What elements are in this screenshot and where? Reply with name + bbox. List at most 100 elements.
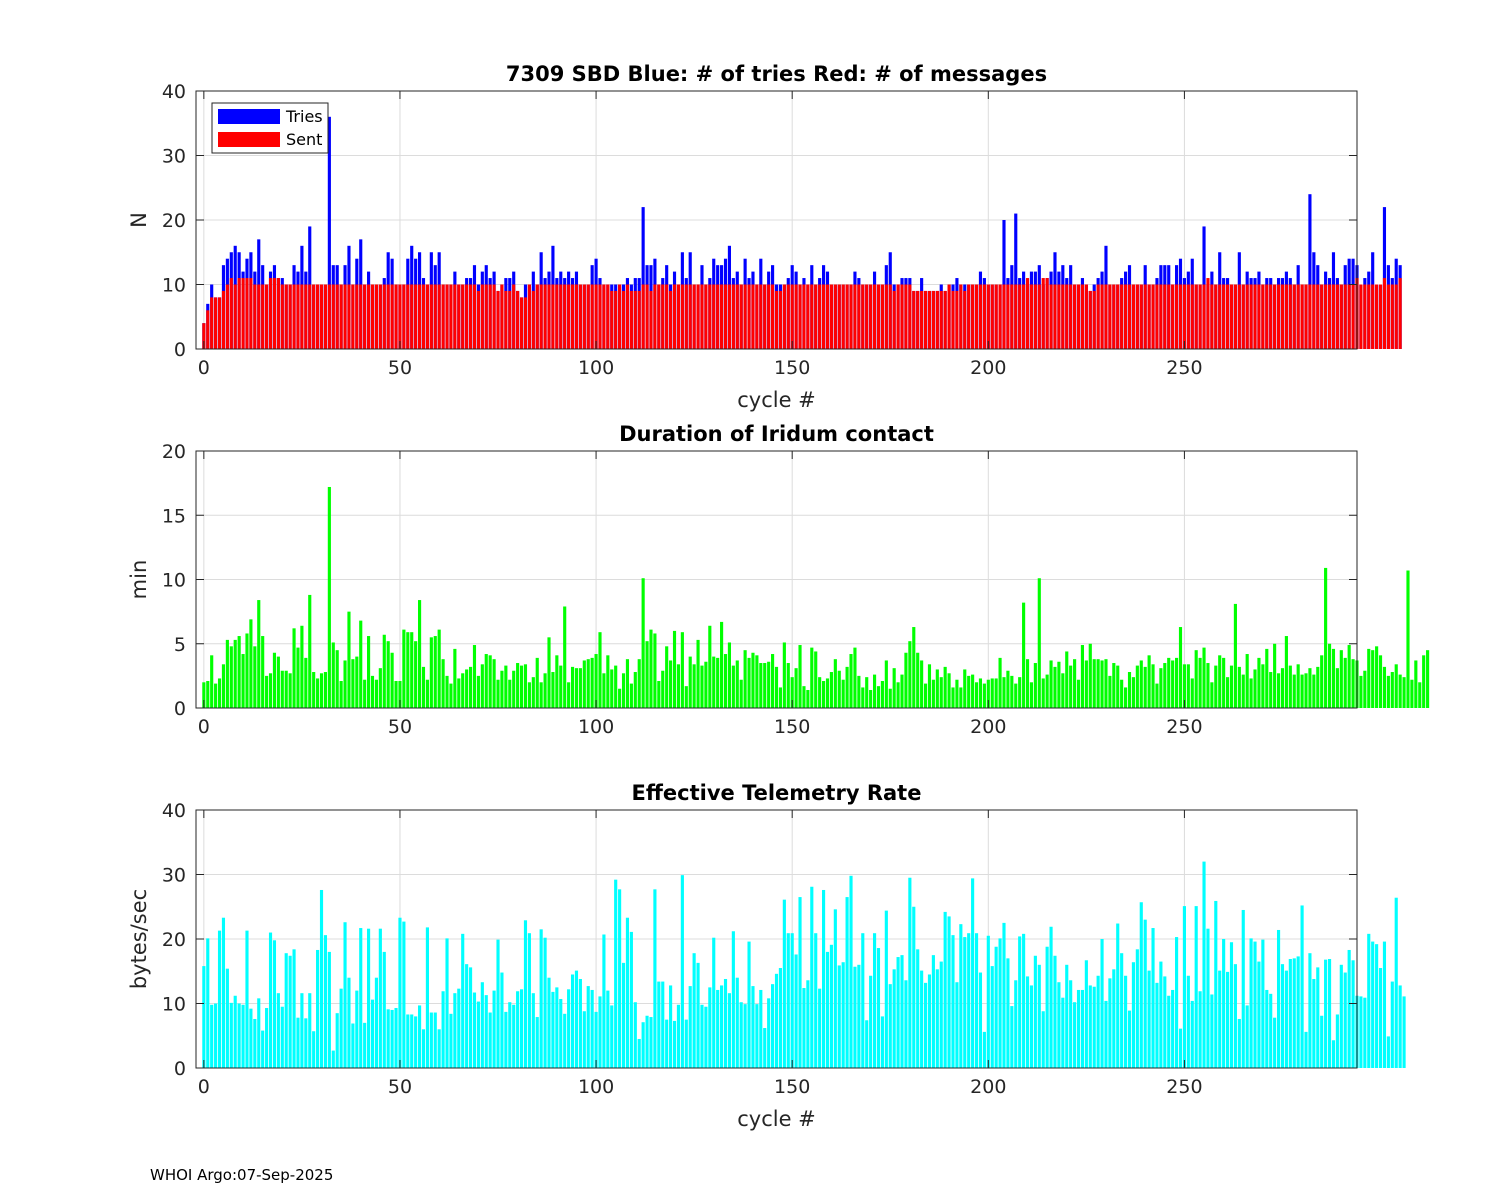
bar (280, 284, 284, 349)
bar (1280, 964, 1285, 1068)
bar (923, 683, 928, 708)
bar (665, 284, 669, 349)
bar (472, 992, 477, 1068)
bar (535, 657, 539, 708)
bar (829, 672, 833, 708)
bar (923, 982, 928, 1068)
bar (963, 937, 967, 1068)
x-axis-label: cycle # (737, 388, 816, 412)
bar (567, 682, 571, 708)
bar (1327, 959, 1332, 1068)
bar (1257, 284, 1261, 349)
bar (1202, 861, 1206, 1068)
bar (1261, 284, 1265, 349)
bar (508, 290, 512, 349)
legend: Tries Sent (211, 102, 329, 154)
bar (645, 1015, 649, 1068)
bar (214, 683, 218, 708)
bar (257, 600, 261, 708)
bar (629, 290, 633, 349)
bar (555, 987, 559, 1069)
bar (1312, 978, 1316, 1068)
bar (347, 611, 351, 709)
bar (669, 660, 673, 708)
bar (210, 297, 214, 349)
bar (841, 679, 845, 708)
bar (1351, 960, 1355, 1068)
bar (1418, 682, 1422, 708)
bar (684, 686, 688, 708)
bar (1226, 971, 1230, 1068)
bar (461, 933, 465, 1068)
bar (480, 982, 484, 1068)
bar (661, 670, 665, 708)
chart-title: 7309 SBD Blue: # of tries Red: # of mess… (506, 62, 1047, 86)
bar (570, 284, 575, 349)
bar (1010, 675, 1014, 709)
bar (1049, 660, 1053, 708)
bar (731, 931, 735, 1068)
bar (288, 955, 292, 1068)
bar (531, 993, 535, 1068)
bar (312, 1031, 316, 1068)
bar (406, 632, 410, 708)
y-tick-label: 0 (174, 339, 186, 361)
bar (1257, 657, 1261, 708)
bar (367, 284, 371, 349)
bar (1280, 668, 1285, 708)
bar (951, 290, 955, 349)
bar (1316, 666, 1320, 708)
bar (1061, 997, 1065, 1068)
bar (1088, 290, 1092, 349)
bar (865, 1020, 869, 1068)
bar (1163, 663, 1167, 708)
bar (743, 284, 747, 349)
bar (861, 933, 865, 1068)
bar (504, 290, 508, 349)
bar (614, 290, 618, 349)
bar (680, 875, 684, 1068)
bar (221, 664, 226, 708)
bar (1163, 284, 1167, 349)
bar (641, 1022, 645, 1068)
bar (747, 284, 751, 349)
bar (849, 654, 853, 708)
bar (1335, 284, 1339, 349)
bar (1163, 976, 1167, 1068)
bar (276, 278, 280, 349)
bar (257, 998, 261, 1068)
bar (798, 284, 802, 349)
bar (669, 985, 673, 1068)
bar (425, 679, 429, 708)
bar (272, 652, 277, 708)
bar (1112, 969, 1116, 1068)
bar (347, 284, 351, 349)
y-axis-label: min (127, 560, 151, 600)
y-tick-label: 30 (162, 146, 186, 168)
bar (461, 673, 465, 708)
x-tick-label: 150 (774, 716, 810, 738)
bar (723, 654, 728, 708)
bar (1155, 284, 1159, 349)
bar (1092, 290, 1096, 349)
bar (367, 636, 371, 708)
bar (547, 977, 551, 1068)
bar (1057, 284, 1061, 349)
bar (849, 875, 853, 1068)
bar (692, 664, 696, 708)
bar (492, 990, 496, 1068)
bar (959, 687, 963, 708)
x-tick-label: 50 (388, 716, 412, 738)
bar (896, 957, 900, 1068)
bar (1155, 683, 1159, 708)
bar (763, 663, 767, 708)
bar (943, 666, 947, 708)
x-tick-label: 0 (198, 1076, 210, 1098)
bar (1245, 284, 1249, 349)
bar (939, 961, 943, 1068)
chart-panel-1: 0 50 100 150 200 250 0 10 20 30 40 7309 SBD Blue: #… (127, 62, 1402, 412)
bar (1288, 959, 1292, 1068)
bar (425, 927, 429, 1068)
bar (1100, 939, 1104, 1068)
bar (516, 663, 520, 708)
